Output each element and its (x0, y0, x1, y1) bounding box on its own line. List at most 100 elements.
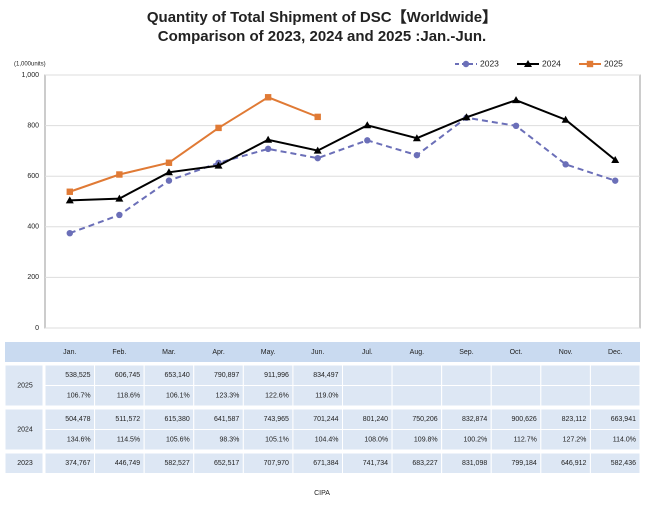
table-cell (342, 385, 393, 407)
point (66, 229, 73, 237)
table-value: 106.7% (67, 393, 91, 400)
source: CIPA (314, 490, 330, 497)
table-cell (589, 385, 641, 407)
point (611, 156, 620, 164)
point (412, 134, 421, 142)
table-value: 641,587 (214, 416, 239, 423)
table-value: 98.3% (219, 437, 239, 444)
table-value: 834,497 (313, 372, 338, 379)
table-value: 112.7% (514, 437, 537, 444)
table-value: 741,734 (363, 460, 388, 467)
table-value: 105.1% (265, 437, 289, 444)
table-value: 799,184 (512, 460, 537, 467)
table-value: 683,227 (412, 460, 437, 467)
point (314, 154, 321, 162)
point (165, 177, 173, 184)
point (413, 151, 421, 159)
series-line (69, 116, 616, 235)
table-cell (490, 385, 542, 407)
table-value: 119.0% (315, 393, 338, 400)
table-header: Dec. (608, 349, 622, 356)
table-cell (441, 364, 492, 386)
table-cell (391, 385, 443, 407)
table-year-cell (4, 364, 44, 407)
table-value: 114.0% (613, 437, 636, 444)
point (66, 188, 73, 195)
point (512, 96, 521, 104)
point (561, 115, 570, 123)
table-header: Feb. (112, 349, 126, 356)
y-tick-label: 400 (27, 224, 39, 231)
y-tick-label: 600 (27, 173, 39, 180)
point (214, 161, 223, 169)
point (612, 177, 619, 184)
point (65, 196, 74, 204)
table-header: Jun. (311, 349, 324, 356)
point (116, 171, 123, 178)
legend-marker (462, 60, 470, 68)
table-value: 671,384 (313, 460, 338, 467)
table-header: May. (261, 349, 276, 356)
table-value: 646,912 (561, 460, 586, 467)
table-value: 790,897 (214, 372, 239, 379)
table-header: Nov. (559, 349, 573, 356)
legend-marker (524, 60, 532, 67)
table-cell (589, 452, 641, 474)
table-value: 446,749 (115, 460, 140, 467)
table-value: 911,996 (264, 372, 289, 379)
table-value: 707,970 (264, 460, 289, 467)
table-cell (540, 364, 591, 386)
table-value: 123.3% (216, 393, 240, 400)
table-cell (441, 385, 492, 407)
table-year: 2025 (17, 382, 33, 389)
table-value: 109.8% (414, 437, 438, 444)
table-value: 105.6% (166, 437, 190, 444)
point (313, 146, 322, 154)
table-value: 511,572 (115, 416, 140, 423)
y-tick-label: 800 (27, 122, 39, 129)
table-cell (490, 364, 542, 386)
table-value: 743,965 (264, 416, 289, 423)
table-value: 663,941 (611, 416, 636, 423)
table-value: 606,745 (115, 372, 140, 379)
legend-label: 2024 (542, 58, 561, 68)
table-cell (589, 364, 641, 386)
table-value: 504,478 (65, 416, 90, 423)
y-tick-label: 200 (27, 274, 39, 281)
y-tick-label: 0 (35, 325, 39, 332)
point (164, 168, 173, 176)
table-value: 134.6% (67, 437, 91, 444)
table-header: Mar. (162, 349, 176, 356)
table-value: 801,240 (363, 416, 388, 423)
legend-marker (586, 60, 594, 68)
table-value: 832,874 (462, 416, 487, 423)
point (462, 113, 471, 121)
table-value: 118.6% (117, 393, 140, 400)
chart-subtitle: Comparison of 2023, 2024 and 2025 :Jan.-… (158, 28, 486, 45)
table-year: 2024 (17, 426, 33, 433)
table-value: 374,767 (65, 460, 90, 467)
table-header: Jul. (362, 349, 373, 356)
table-header: Sep. (459, 349, 473, 356)
table-value: 582,436 (611, 460, 636, 467)
point (363, 121, 372, 129)
point (115, 194, 124, 202)
series-line (69, 96, 319, 193)
y-unit-label: (1,000units) (14, 62, 46, 68)
point (215, 124, 222, 132)
table-value: 750,206 (412, 416, 437, 423)
table-value: 108.0% (364, 437, 388, 444)
point (314, 113, 321, 121)
series-line (69, 99, 616, 202)
legend-label: 2025 (604, 58, 623, 68)
table-header: Aug. (410, 349, 424, 356)
table-value: 106.1% (166, 393, 190, 400)
table-value: 823,112 (562, 416, 587, 423)
table-value: 615,380 (164, 416, 189, 423)
point (562, 161, 569, 168)
table-value: 653,140 (164, 372, 189, 379)
table-value: 900,626 (512, 416, 537, 423)
point (264, 135, 273, 143)
table-value: 100.2% (464, 437, 488, 444)
